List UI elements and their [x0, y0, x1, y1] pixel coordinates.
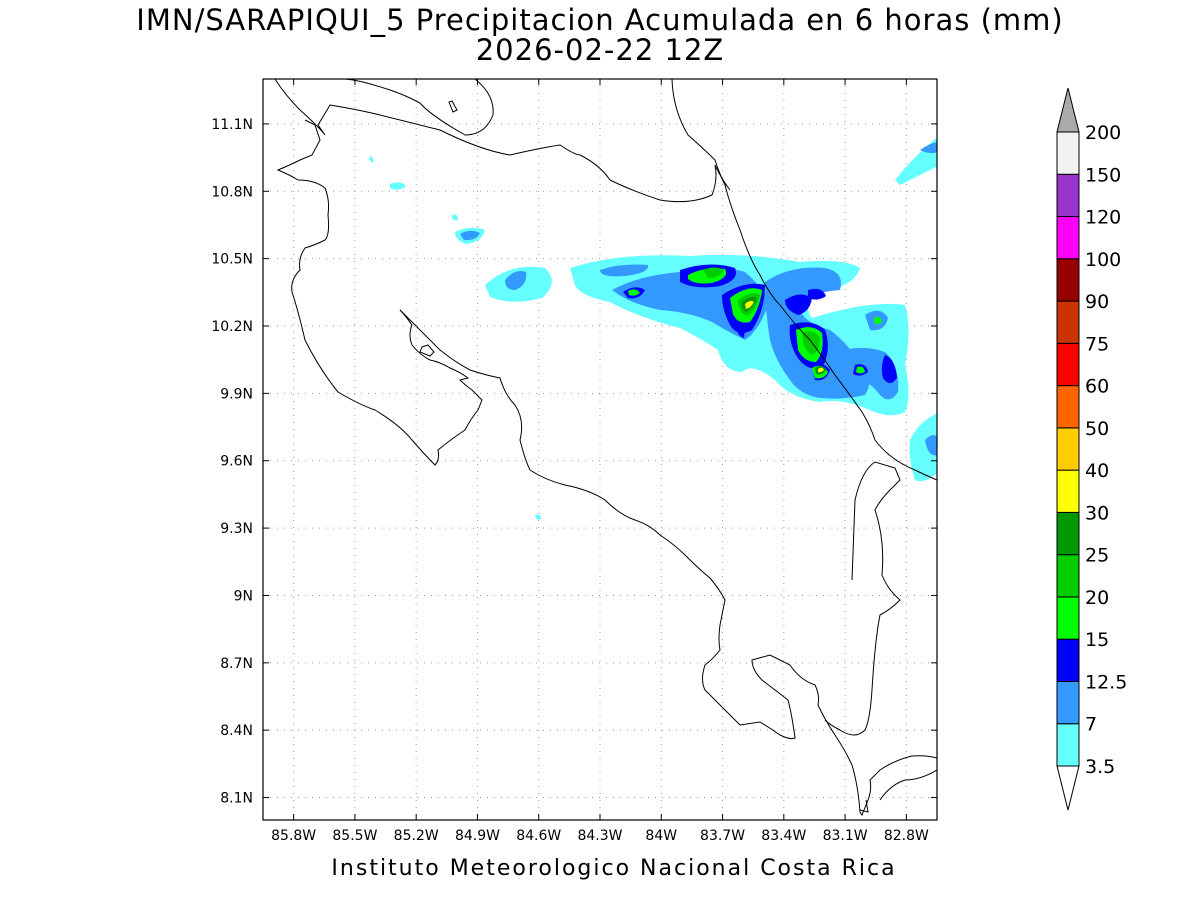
lat-tick-label: 10.8N [211, 184, 253, 200]
colorbar-label: 150 [1085, 164, 1121, 186]
precipitation-colorbar: 3.5 7 12.5 15 20 25 30 40 50 60 75 90 100 120 150 200 [1056, 87, 1127, 811]
lon-tick-label: 82.8W [884, 828, 929, 844]
lat-tick-label: 8.4N [220, 723, 253, 739]
colorbar-segment [1056, 638, 1080, 682]
colorbar-segment [1056, 342, 1080, 387]
lat-tick-label: 8.1N [220, 791, 253, 807]
map-gridlines [263, 79, 937, 820]
colorbar-label: 100 [1085, 249, 1121, 271]
lat-tick-label: 9N [234, 588, 253, 604]
colorbar-segment [1056, 300, 1080, 344]
plot-frame [262, 78, 938, 821]
longitude-axis: 85.8W 85.5W 85.2W 84.9W 84.6W 84.3W 84W 83.7W 83… [271, 79, 929, 844]
lon-tick-label: 84.6W [516, 828, 561, 844]
lat-tick-label: 9.3N [220, 521, 253, 537]
colorbar-segment [1056, 680, 1080, 725]
colorbar-segment [1056, 258, 1080, 302]
colorbar-label: 12.5 [1085, 671, 1127, 693]
colorbar-segment [1056, 173, 1080, 218]
colorbar-segment [1056, 554, 1080, 598]
colorbar-segment [1056, 385, 1080, 429]
colorbar-segment [1056, 723, 1080, 767]
lat-tick-label: 9.6N [220, 454, 253, 470]
lat-tick-label: 8.7N [220, 656, 253, 672]
lon-tick-label: 85.5W [332, 828, 377, 844]
colorbar-label: 75 [1085, 333, 1109, 355]
lon-tick-label: 85.8W [271, 828, 316, 844]
colorbar-label: 20 [1085, 587, 1109, 609]
map-subtitle: 2026-02-22 12Z [475, 33, 725, 67]
colorbar-label: 60 [1085, 376, 1109, 398]
lat-tick-label: 11.1N [211, 117, 253, 133]
precipitation-field [369, 137, 937, 520]
lon-tick-label: 83.1W [823, 828, 868, 844]
colorbar-segment [1056, 511, 1080, 556]
lon-tick-label: 84W [645, 828, 677, 844]
colorbar-label: 3.5 [1085, 756, 1115, 778]
colorbar-under-triangle [1056, 765, 1080, 811]
lon-tick-label: 83.4W [761, 828, 806, 844]
colorbar-label: 15 [1085, 629, 1109, 651]
coastline [274, 79, 937, 817]
colorbar-segment [1056, 131, 1080, 175]
colorbar-label: 25 [1085, 545, 1109, 567]
colorbar-label: 30 [1085, 502, 1109, 524]
lat-tick-label: 10.2N [211, 319, 253, 335]
lat-tick-label: 9.9N [220, 386, 253, 402]
colorbar-label: 200 [1085, 122, 1121, 144]
colorbar-segment [1056, 469, 1080, 513]
colorbar-segment [1056, 596, 1080, 640]
lon-tick-label: 84.3W [577, 828, 622, 844]
colorbar-over-triangle [1056, 87, 1080, 133]
colorbar-segment [1056, 427, 1080, 471]
colorbar-segment [1056, 216, 1080, 260]
colorbar-label: 90 [1085, 291, 1109, 313]
lat-tick-label: 10.5N [211, 252, 253, 268]
lon-tick-label: 84.9W [455, 828, 500, 844]
latitude-axis: 11.1N 10.8N 10.5N 10.2N 9.9N 9.6N 9.3N 9N 8.7N 8.… [211, 117, 937, 807]
colorbar-label: 50 [1085, 418, 1109, 440]
map-title: IMN/SARAPIQUI_5 Precipitacion Acumulada … [136, 3, 1064, 37]
lon-tick-label: 85.2W [394, 828, 439, 844]
footer-credit: Instituto Meteorologico Nacional Costa R… [331, 856, 897, 881]
colorbar-label: 40 [1085, 460, 1109, 482]
colorbar-label: 120 [1085, 207, 1121, 229]
colorbar-label: 7 [1085, 714, 1097, 736]
lon-tick-label: 83.7W [700, 828, 745, 844]
